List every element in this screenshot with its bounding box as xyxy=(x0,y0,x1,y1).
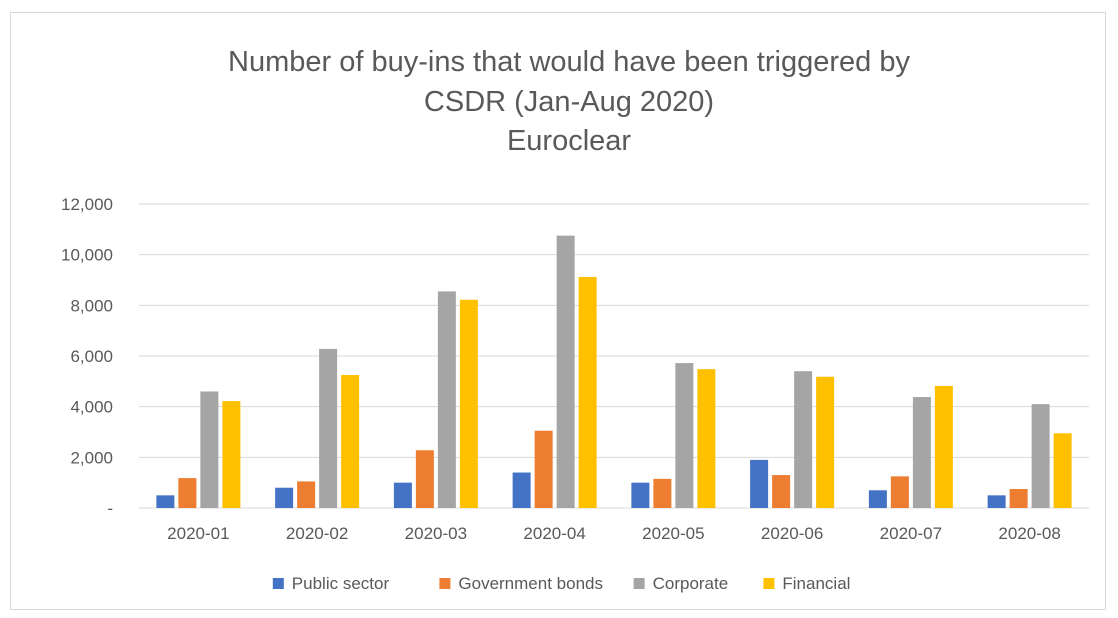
bar xyxy=(437,291,456,508)
y-tick-label: 2,000 xyxy=(70,448,113,467)
y-tick-label: 4,000 xyxy=(70,398,113,417)
bar xyxy=(556,235,575,508)
bar-chart: Number of buy-ins that would have been t… xyxy=(61,46,1089,593)
legend-label: Public sector xyxy=(292,574,390,593)
bar xyxy=(156,495,175,508)
legend-label: Government bonds xyxy=(458,574,603,593)
chart-title-line-3: Euroclear xyxy=(507,125,631,157)
x-tick-label: 2020-08 xyxy=(998,524,1060,543)
bars xyxy=(156,235,1072,508)
bar xyxy=(459,299,478,508)
chart-title: Number of buy-ins that would have been t… xyxy=(228,46,910,157)
bar xyxy=(512,472,531,508)
bar xyxy=(1053,433,1072,508)
legend-swatch xyxy=(633,578,645,589)
x-tick-label: 2020-07 xyxy=(880,524,942,543)
bar xyxy=(297,481,316,508)
bar xyxy=(675,363,694,508)
bar xyxy=(222,401,241,508)
legend-swatch xyxy=(272,578,284,589)
bar xyxy=(534,430,553,508)
bar xyxy=(1031,404,1050,508)
bar xyxy=(393,482,412,508)
y-tick-label: 12,000 xyxy=(61,195,113,214)
y-tick-label: - xyxy=(107,499,113,518)
bar xyxy=(697,369,716,508)
bar xyxy=(794,371,813,508)
x-tick-label: 2020-06 xyxy=(761,524,823,543)
bar xyxy=(341,375,360,508)
chart-title-line-2: CSDR (Jan-Aug 2020) xyxy=(424,86,714,118)
bar xyxy=(415,450,434,508)
bar xyxy=(275,487,294,508)
y-tick-label: 8,000 xyxy=(70,296,113,315)
y-tick-label: 6,000 xyxy=(70,347,113,366)
bar xyxy=(816,376,835,508)
bar xyxy=(200,391,219,508)
bar xyxy=(750,459,769,508)
chart-frame: Number of buy-ins that would have been t… xyxy=(10,12,1106,610)
bar xyxy=(631,482,650,508)
bar xyxy=(868,490,887,508)
x-tick-label: 2020-01 xyxy=(167,524,229,543)
legend-label: Corporate xyxy=(653,574,729,593)
bar xyxy=(912,397,931,508)
x-tick-label: 2020-03 xyxy=(405,524,467,543)
bar xyxy=(578,276,597,508)
bar xyxy=(319,348,338,508)
chart-title-line-1: Number of buy-ins that would have been t… xyxy=(228,46,910,78)
bar xyxy=(890,476,909,508)
legend-label: Financial xyxy=(782,574,850,593)
bar xyxy=(987,495,1006,508)
x-tick-label: 2020-04 xyxy=(523,524,585,543)
y-tick-label: 10,000 xyxy=(61,246,113,265)
legend-swatch xyxy=(439,578,451,589)
bar xyxy=(772,475,791,508)
legend-swatch xyxy=(763,578,775,589)
bar xyxy=(178,478,197,508)
x-tick-label: 2020-02 xyxy=(286,524,348,543)
gridlines xyxy=(139,203,1089,509)
x-axis-tick-labels: 2020-01 2020-02 2020-03 2020-04 2020-05 2020-… xyxy=(167,524,1061,543)
y-axis-tick-labels: - 2,000 4,000 6,000 8,000 10,000 12,000 xyxy=(61,195,113,518)
bar xyxy=(934,385,953,508)
legend: Public sector Government bonds Corporate Fi… xyxy=(272,574,850,593)
x-tick-label: 2020-05 xyxy=(642,524,704,543)
bar xyxy=(1009,489,1028,508)
bar xyxy=(653,478,672,508)
